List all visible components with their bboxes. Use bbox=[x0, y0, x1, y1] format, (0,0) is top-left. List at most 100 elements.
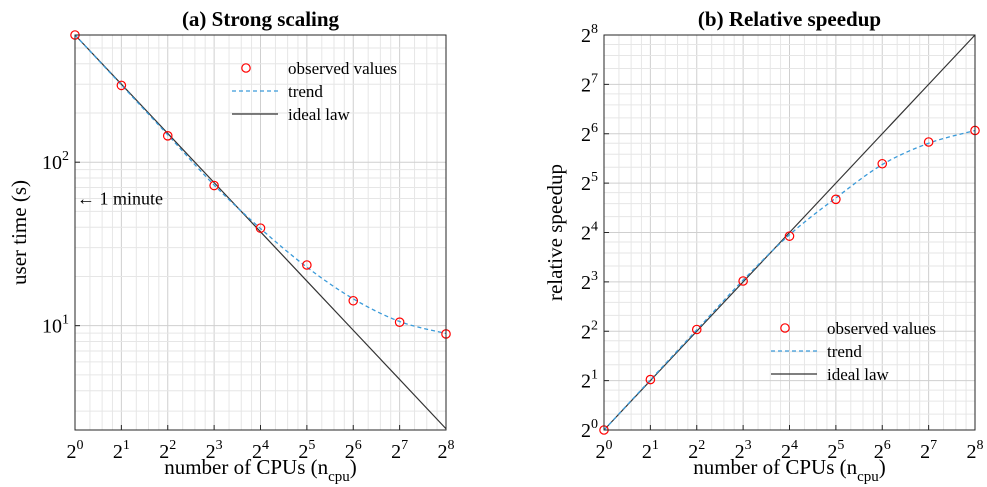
panel-a-y-tick-label-exponent: 1 bbox=[62, 313, 69, 328]
panel-a-y-tick-label: 101 bbox=[42, 313, 69, 338]
panel-b-observed-point bbox=[738, 276, 748, 286]
panel-b-legend-label: observed values bbox=[827, 319, 936, 338]
panel-a-observed-point bbox=[394, 317, 405, 328]
panel-b-x-tick-label-base: 2 bbox=[781, 441, 791, 463]
panel-a-y-axis-label: user time (s) bbox=[7, 180, 31, 285]
panel-b-y-tick-label: 23 bbox=[581, 269, 598, 294]
panel-a-legend-label: trend bbox=[288, 82, 323, 101]
panel-a-x-axis-label: number of CPUs (ncpu) bbox=[164, 455, 357, 485]
panel-a-x-tick-label: 25 bbox=[298, 438, 315, 463]
panel-a-observed-point bbox=[116, 80, 127, 91]
panel-b-x-tick-label-base: 2 bbox=[874, 441, 884, 463]
panel-b-series bbox=[599, 34, 980, 435]
panel-a-legend: observed values trend ideal law bbox=[232, 59, 397, 124]
panel-a-title: (a) Strong scaling bbox=[182, 7, 340, 31]
panel-b-y-tick-label-exponent: 1 bbox=[591, 368, 598, 383]
panel-b-x-tick-label-base: 2 bbox=[967, 441, 977, 463]
panel-a-x-tick-label-base: 2 bbox=[345, 441, 355, 463]
panel-a-x-tick-label: 21 bbox=[113, 438, 130, 463]
panel-b-x-tick-label-base: 2 bbox=[596, 441, 606, 463]
panel-b-y-tick-label-base: 2 bbox=[581, 124, 591, 146]
panel-a-x-axis-label-sub: cpu bbox=[328, 469, 350, 485]
panel-b-y-tick-label-exponent: 0 bbox=[591, 417, 598, 432]
panel-a-y-tick-label-base: 10 bbox=[42, 316, 62, 338]
panel-b-x-tick-label-exponent: 5 bbox=[837, 438, 844, 453]
panel-a-x-tick-label-base: 2 bbox=[391, 441, 401, 463]
panel-b-x-tick-label-exponent: 7 bbox=[930, 438, 937, 453]
panel-a-legend-label: ideal law bbox=[288, 105, 351, 124]
panel-b-y-tick-label-base: 2 bbox=[581, 321, 591, 343]
panel-a-x-tick-label: 20 bbox=[67, 438, 84, 463]
panel-b-y-tick-label: 26 bbox=[581, 121, 598, 146]
panel-a-x-tick-label: 23 bbox=[206, 438, 223, 463]
panel-b-y-tick-label-base: 2 bbox=[581, 173, 591, 195]
panel-b-observed-point bbox=[923, 137, 934, 147]
panel-a-observed-point bbox=[348, 295, 359, 306]
panel-b-x-tick-label: 21 bbox=[642, 438, 659, 463]
panel-b-x-axis-label-close: ) bbox=[879, 455, 886, 479]
panel-b-x-tick-label: 25 bbox=[827, 438, 844, 463]
panel-b-y-axis-label: relative speedup bbox=[543, 164, 567, 301]
panel-a-series bbox=[70, 30, 451, 430]
panel-a-x-tick-label-exponent: 8 bbox=[448, 438, 455, 453]
panel-a-x-tick-label-exponent: 7 bbox=[401, 438, 408, 453]
panel-b-y-tick-label-exponent: 3 bbox=[591, 269, 598, 284]
panel-a-observed-point bbox=[302, 260, 312, 270]
panel-a-y-tick-label-exponent: 2 bbox=[62, 149, 69, 164]
panel-b-grid bbox=[603, 34, 976, 431]
panel-a-y-tick-label: 102 bbox=[42, 149, 69, 174]
panel-b-x-axis-label-main: number of CPUs (n bbox=[693, 455, 857, 479]
panel-a-x-tick-label-base: 2 bbox=[67, 441, 77, 463]
panel-b-x-tick-label-exponent: 8 bbox=[977, 438, 984, 453]
panel-a-x-tick-label: 26 bbox=[345, 438, 362, 463]
panel-b-x-tick-label-exponent: 3 bbox=[745, 438, 752, 453]
panel-b-legend-label: ideal law bbox=[827, 365, 890, 384]
panel-b-y-tick-label: 20 bbox=[581, 417, 598, 442]
panel-a-x-tick-label-exponent: 3 bbox=[216, 438, 223, 453]
panel-a-x-tick-label: 28 bbox=[438, 438, 455, 463]
panel-b-observed-point bbox=[831, 194, 841, 205]
panel-a-x-tick-label: 24 bbox=[252, 438, 269, 463]
panel-b-y-tick-label-base: 2 bbox=[581, 223, 591, 245]
panel-a-observed-point bbox=[209, 180, 219, 191]
panel-b-y-tick-label-base: 2 bbox=[581, 371, 591, 393]
panel-a-legend-marker-observed bbox=[241, 63, 251, 73]
panel-a-observed-point bbox=[255, 223, 266, 233]
panel-b-y-tick-label-base: 2 bbox=[581, 272, 591, 294]
panel-b-x-tick-label: 24 bbox=[781, 438, 798, 463]
panel-b-x-axis-label: number of CPUs (ncpu) bbox=[693, 455, 886, 485]
panel-b-observed-point bbox=[645, 374, 656, 385]
panel-b-x-tick-label-base: 2 bbox=[827, 441, 837, 463]
panel-a-x-axis-label-main: number of CPUs (n bbox=[164, 455, 328, 479]
panel-b-y-tick-label-exponent: 6 bbox=[591, 121, 598, 136]
panel-b-y-tick-label: 25 bbox=[581, 170, 598, 195]
panel-a-x-tick-label: 27 bbox=[391, 438, 408, 463]
panel-b-y-tick-label-exponent: 7 bbox=[591, 71, 598, 86]
panel-a-x-tick-label-exponent: 5 bbox=[308, 438, 315, 453]
panel-a-x-tick-label-base: 2 bbox=[113, 441, 123, 463]
panel-b-y-tick-label-exponent: 8 bbox=[591, 22, 598, 37]
panel-b-x-tick-label-base: 2 bbox=[688, 441, 698, 463]
panel-a-x-ticks: 20 21 22 23 24 25 26 27 28 bbox=[67, 425, 455, 463]
panel-b-x-axis-label-sub: cpu bbox=[857, 469, 879, 485]
panel-a-x-tick-label-exponent: 2 bbox=[169, 438, 176, 453]
panel-b-y-tick-label: 21 bbox=[581, 368, 598, 393]
panel-b-x-tick-label-exponent: 1 bbox=[652, 438, 659, 453]
panel-b-x-tick-label-base: 2 bbox=[920, 441, 930, 463]
panel-b-legend-marker-observed bbox=[780, 323, 790, 333]
panel-a-x-tick-label-base: 2 bbox=[298, 441, 308, 463]
panel-b-y-tick-label: 24 bbox=[581, 220, 598, 245]
panel-b-legend-label: trend bbox=[827, 342, 862, 361]
panel-b-x-tick-label: 22 bbox=[688, 438, 705, 463]
panel-a-x-axis-label-close: ) bbox=[350, 455, 357, 479]
panel-b-y-tick-label-exponent: 2 bbox=[591, 318, 598, 333]
panel-b-x-tick-label: 28 bbox=[967, 438, 984, 463]
panel-b-x-tick-label-base: 2 bbox=[642, 441, 652, 463]
panel-b-y-tick-label: 27 bbox=[581, 71, 598, 96]
panel-b-legend: observed values trend ideal law bbox=[771, 319, 936, 384]
panel-b-x-tick-label: 23 bbox=[735, 438, 752, 463]
